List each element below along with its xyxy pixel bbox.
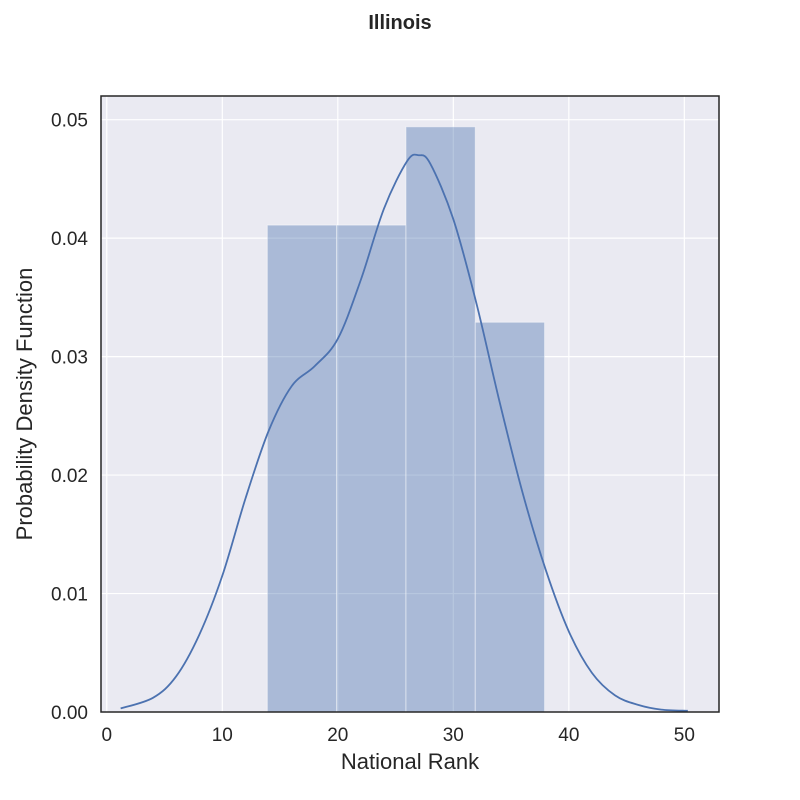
x-tick-label: 10 [212, 725, 233, 746]
x-tick-label: 40 [558, 725, 579, 746]
plot-frame [100, 95, 720, 713]
x-tick-label: 0 [101, 725, 112, 746]
x-tick-label: 20 [327, 725, 348, 746]
y-tick-label: 0.05 [51, 111, 88, 132]
y-axis-ticks: 0.00 0.01 0.02 0.03 0.04 0.05 [51, 111, 88, 724]
x-tick-label: 50 [674, 725, 695, 746]
y-axis-label: Probability Density Function [12, 268, 37, 541]
x-axis-label: National Rank [341, 749, 480, 774]
plot-background [101, 96, 719, 712]
kde-curve [120, 153, 688, 712]
y-tick-label: 0.02 [51, 466, 88, 487]
x-axis-ticks: 0 10 20 30 40 50 [101, 725, 694, 746]
y-tick-label: 0.03 [51, 348, 88, 369]
x-tick-label: 30 [443, 725, 464, 746]
chart-title: Illinois [368, 12, 432, 34]
y-tick-label: 0.01 [51, 585, 88, 606]
histogram-bar [474, 321, 546, 713]
histogram-bar [405, 126, 476, 713]
y-tick-label: 0.04 [51, 229, 88, 250]
histogram-bars [266, 126, 546, 713]
y-tick-label: 0.00 [51, 703, 88, 724]
histogram-bar [266, 224, 338, 713]
histogram-bar [336, 224, 407, 713]
